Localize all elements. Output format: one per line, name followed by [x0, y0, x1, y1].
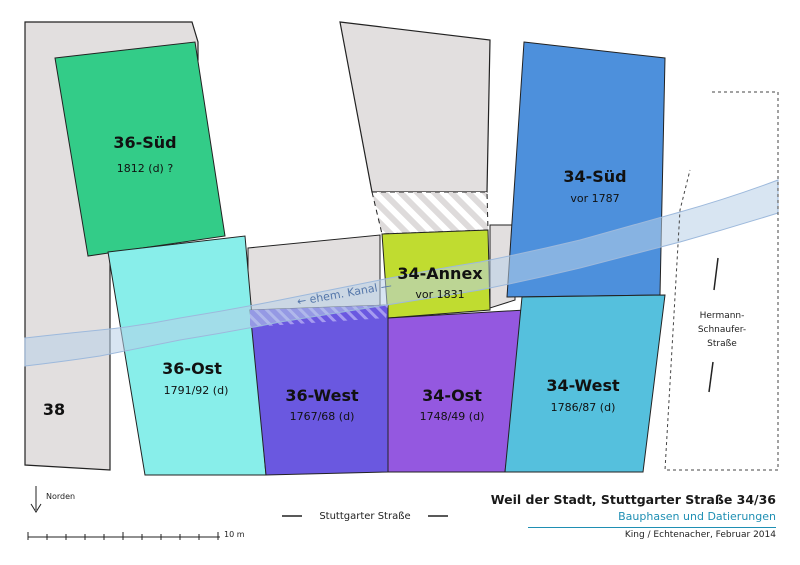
building-date: 1748/49 (d) [420, 410, 485, 423]
hermann-street-line-top [713, 257, 719, 291]
scale-label: 10 m [224, 530, 245, 539]
north-arrow-icon [30, 486, 42, 513]
building-date: vor 1831 [415, 288, 464, 301]
scale-bar [27, 532, 220, 540]
title-divider [528, 527, 776, 528]
building-36-ost [107, 235, 267, 476]
map-title: Weil der Stadt, Stuttgarter Straße 34/36 [490, 492, 776, 507]
building-label: 34-Ost [422, 386, 482, 405]
hermann-street-line-bottom [708, 361, 714, 393]
building-date: vor 1787 [570, 192, 619, 205]
neighbor-label: 38 [43, 400, 65, 419]
map-subtitle: Bauphasen und Datierungen [618, 510, 776, 523]
building-label: 36-Ost [162, 359, 222, 378]
property-line-east [664, 91, 779, 471]
building-label: 34-Süd [563, 167, 626, 186]
building-36-sued [54, 41, 226, 257]
building-label: 34-Annex [397, 264, 483, 283]
building-date: 1791/92 (d) [164, 384, 229, 397]
building-label: 36-West [285, 386, 359, 405]
map-credit: King / Echtenacher, Februar 2014 [624, 530, 776, 540]
building-34-west [504, 294, 666, 473]
building-date: 1767/68 (d) [290, 410, 355, 423]
building-label: 36-Süd [113, 133, 176, 152]
street-label-hermann-line1: Hermann- [700, 311, 745, 321]
hatched-demolished-area [371, 191, 489, 235]
building-date: 1812 (d) ? [117, 162, 174, 175]
building-date: 1786/87 (d) [551, 401, 616, 414]
street-label-hermann-line2: Schnaufer- [698, 325, 746, 335]
street-label-hermann-line3: Straße [707, 339, 737, 349]
building-label: 34-West [546, 376, 620, 395]
street-label-stuttgarter: Stuttgarter Straße [319, 511, 410, 522]
north-label: Norden [46, 492, 75, 501]
courtyard-building [339, 21, 491, 193]
